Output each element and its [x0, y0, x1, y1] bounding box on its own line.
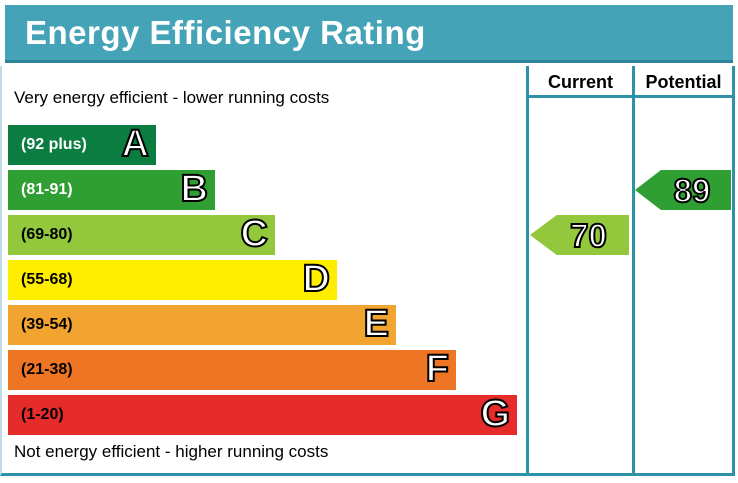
band-range-label: (55-68) [21, 271, 73, 288]
band-letter: D [302, 258, 331, 301]
potential-column-header: Potential [645, 71, 722, 92]
band-range-label: (1-20) [21, 406, 64, 423]
rating-band-d: (55-68) D [8, 258, 337, 301]
band-letter: A [121, 123, 150, 166]
band-letter: F [425, 348, 450, 391]
caption-very-efficient: Very energy efficient - lower running co… [14, 88, 330, 107]
current-rating-arrow: 70 [530, 215, 629, 255]
band-range-label: (92 plus) [21, 136, 87, 153]
rating-band-g: (1-20) G [8, 393, 517, 436]
rating-band-f: (21-38) F [8, 348, 456, 391]
current-column-divider [526, 66, 529, 476]
band-range-label: (39-54) [21, 316, 73, 333]
band-range-label: (21-38) [21, 361, 73, 378]
rating-band-a: (92 plus) A [8, 123, 156, 166]
rating-band-c: (69-80) C [8, 213, 275, 256]
current-rating-value: 70 [569, 216, 608, 254]
title-banner: Energy Efficiency Rating [5, 5, 733, 63]
rating-band-e: (39-54) E [8, 303, 396, 346]
current-column-header: Current [547, 71, 613, 92]
rating-band-b: (81-91) B [8, 168, 215, 211]
caption-not-efficient: Not energy efficient - higher running co… [14, 442, 329, 461]
potential-column-divider [632, 66, 635, 476]
potential-rating-value: 89 [673, 171, 712, 209]
band-range-label: (69-80) [21, 226, 73, 243]
band-letter: B [180, 168, 209, 211]
band-letter: G [479, 393, 511, 436]
band-range-label: (81-91) [21, 181, 73, 198]
page-title: Energy Efficiency Rating [25, 13, 426, 51]
band-letter: C [240, 213, 269, 256]
band-letter: E [363, 303, 390, 346]
header-underline [527, 95, 735, 98]
